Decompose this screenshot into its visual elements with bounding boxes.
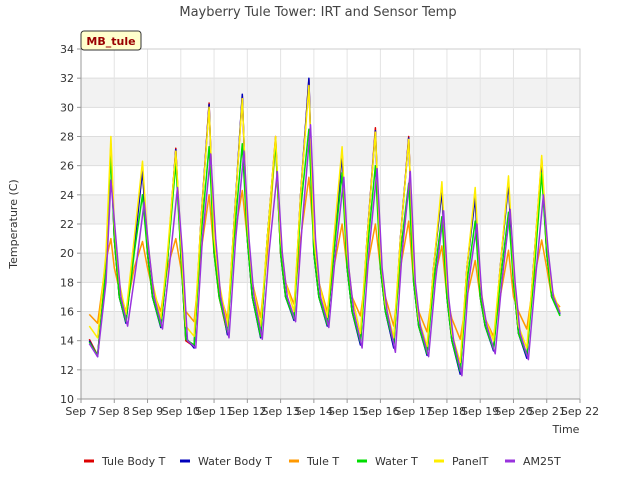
legend-label: AM25T bbox=[523, 455, 561, 468]
y-tick-label: 10 bbox=[60, 393, 74, 406]
x-tick-label: Sep 21 bbox=[528, 405, 566, 418]
y-tick-label: 28 bbox=[60, 131, 74, 144]
x-tick-label: Sep 14 bbox=[295, 405, 333, 418]
legend-label: PanelT bbox=[452, 455, 489, 468]
legend-item-panelt: PanelT bbox=[434, 455, 489, 468]
grid-band bbox=[81, 78, 580, 108]
y-tick-label: 14 bbox=[60, 335, 74, 348]
chart-title: Mayberry Tule Tower: IRT and Sensor Temp bbox=[179, 5, 456, 20]
series-layer bbox=[88, 77, 561, 377]
y-tick-label: 22 bbox=[60, 218, 74, 231]
x-tick-label: Sep 10 bbox=[162, 405, 200, 418]
x-tick-label: Sep 13 bbox=[261, 405, 299, 418]
legend: Tule Body T Water Body T Tule T Water T Pane… bbox=[84, 455, 561, 468]
legend-item-am25t: AM25T bbox=[505, 455, 561, 468]
y-tick-label: 18 bbox=[60, 276, 74, 289]
series-line-am25t bbox=[88, 124, 561, 377]
x-tick-label: Sep 18 bbox=[428, 405, 466, 418]
y-tick-label: 30 bbox=[60, 101, 74, 114]
x-tick-label: Sep 15 bbox=[328, 405, 366, 418]
legend-label: Tule T bbox=[306, 455, 339, 468]
legend-item-water-t: Water T bbox=[357, 455, 418, 468]
y-tick-label: 16 bbox=[60, 306, 74, 319]
y-tick-label: 12 bbox=[60, 364, 74, 377]
x-tick-label: Sep 12 bbox=[228, 405, 266, 418]
x-tick-label: Sep 19 bbox=[461, 405, 499, 418]
legend-label: Water Body T bbox=[198, 455, 272, 468]
x-tick-label: Sep 16 bbox=[361, 405, 399, 418]
y-tick-label: 20 bbox=[60, 247, 74, 260]
x-tick-label: Sep 8 bbox=[99, 405, 130, 418]
x-tick-label: Sep 20 bbox=[494, 405, 532, 418]
grid-band bbox=[81, 136, 580, 166]
x-tick-label: Sep 17 bbox=[395, 405, 433, 418]
legend-item-tule-t: Tule T bbox=[289, 455, 339, 468]
x-tick-label: Sep 22 bbox=[561, 405, 599, 418]
legend-label: Water T bbox=[375, 455, 418, 468]
legend-item-water-body-t: Water Body T bbox=[180, 455, 272, 468]
y-tick-label: 24 bbox=[60, 189, 74, 202]
annotation-label: MB_tule bbox=[86, 35, 135, 48]
y-axis-label: Temperature (C) bbox=[7, 179, 20, 269]
x-tick-label: Sep 11 bbox=[195, 405, 233, 418]
y-tick-label: 34 bbox=[60, 43, 74, 56]
y-tick-label: 26 bbox=[60, 160, 74, 173]
y-tick-label: 32 bbox=[60, 72, 74, 85]
annotation-box: MB_tule bbox=[80, 30, 142, 51]
legend-item-tule-body-t: Tule Body T bbox=[84, 455, 166, 468]
legend-label: Tule Body T bbox=[101, 455, 166, 468]
x-tick-label: Sep 9 bbox=[132, 405, 163, 418]
grid-band bbox=[81, 194, 580, 224]
x-tick-label: Sep 7 bbox=[65, 405, 96, 418]
x-axis-label: Time bbox=[552, 423, 580, 436]
grid-band bbox=[81, 369, 580, 399]
